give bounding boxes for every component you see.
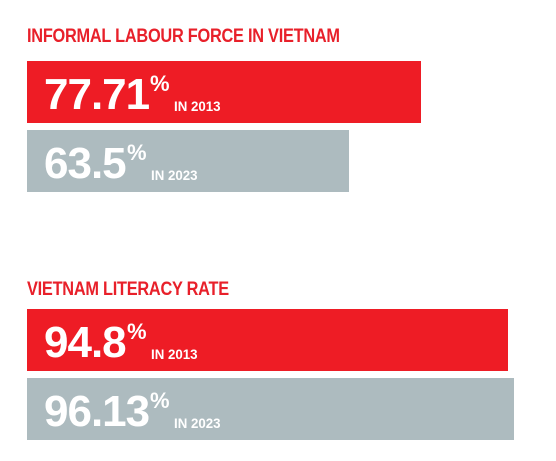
labour-bar-2023: 63.5 % IN 2023 [27,130,349,192]
bar-year-label: IN 2013 [174,98,221,114]
literacy-chart-title: VIETNAM LITERACY RATE [27,279,229,300]
bar-value: 96.13 [44,387,150,436]
bar-percent-sign: % [127,319,147,344]
bar-year-label: IN 2023 [174,415,221,431]
bar-percent-sign: % [150,388,170,413]
bar-percent-sign: % [127,140,147,165]
literacy-bar-2023: 96.13 % IN 2023 [27,378,514,440]
labour-bar-2013: 77.71 % IN 2013 [27,61,421,123]
bar-value: 63.5 [44,139,127,188]
bar-value: 94.8 [44,318,127,367]
bar-year-label: IN 2013 [151,346,198,362]
literacy-bar-2013: 94.8 % IN 2013 [27,309,508,371]
bar-percent-sign: % [150,71,170,96]
bar-year-label: IN 2023 [151,167,198,183]
labour-chart-title: INFORMAL LABOUR FORCE IN VIETNAM [27,26,340,47]
bar-value: 77.71 [44,70,150,119]
